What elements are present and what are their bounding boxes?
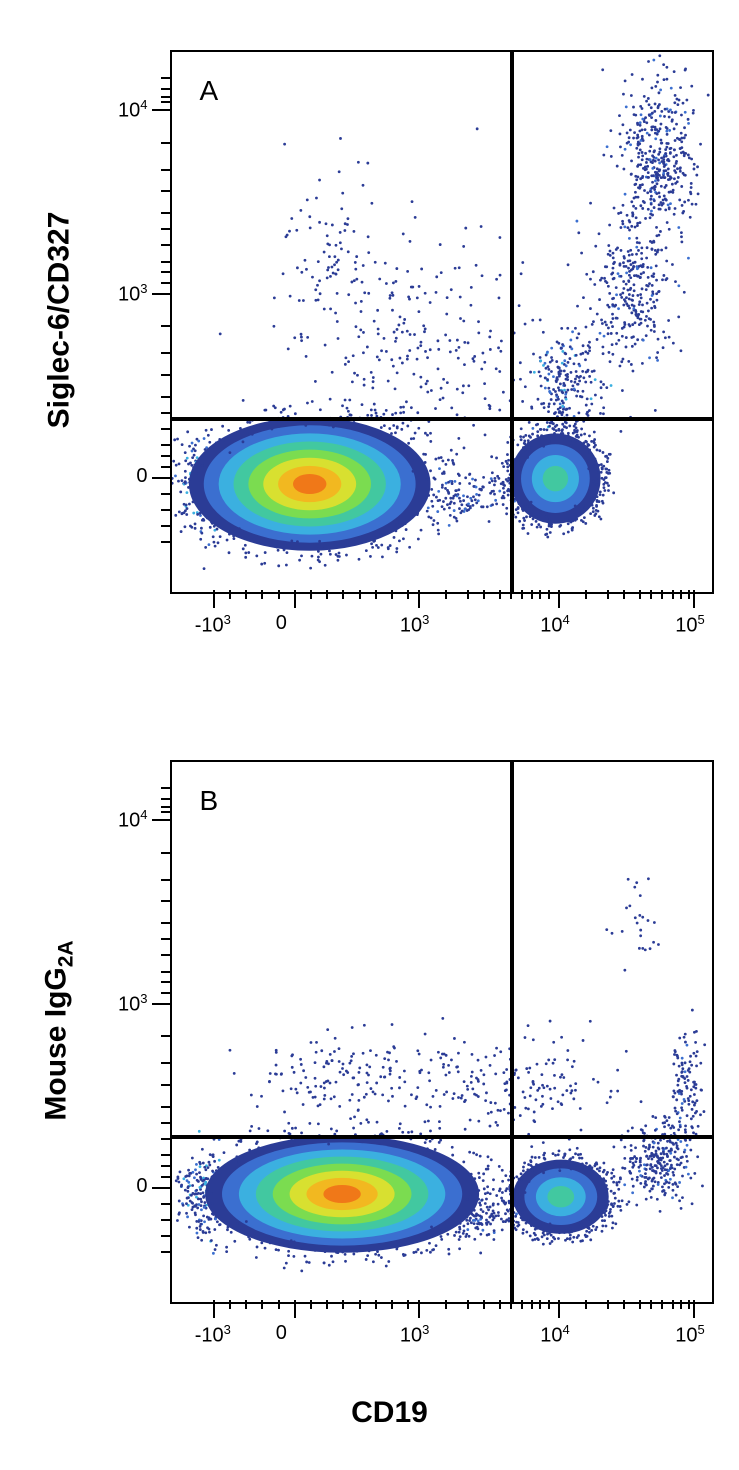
panel-b-quad-hline — [172, 1135, 712, 1139]
panel-b-quad-vline — [510, 762, 514, 1302]
panel-a-y-axis: Siglec-6/CD327 — [40, 20, 80, 620]
panel-a-y-ticks — [152, 50, 170, 590]
panel-b-y-label: Mouse IgG2A — [40, 940, 79, 1120]
panel-b-y-ticks — [152, 760, 170, 1300]
panel-b-x-ticks — [170, 1300, 710, 1318]
panel-b-plot — [170, 760, 714, 1304]
panel-b-svg — [172, 762, 712, 1302]
x-axis-label: CD19 — [40, 1396, 739, 1430]
panel-a-svg — [172, 52, 712, 592]
panel-b-letter: B — [200, 785, 219, 817]
panel-b: Mouse IgG2A B 0103104 -1030103104105 CD1… — [40, 730, 739, 1410]
panel-a-quad-vline — [510, 52, 514, 592]
panel-a-plot — [170, 50, 714, 594]
panel-a-x-ticks — [170, 590, 710, 608]
panel-a: Siglec-6/CD327 A 0103104 -1030103104105 — [40, 20, 739, 700]
panel-a-letter: A — [200, 75, 219, 107]
panel-a-y-label: Siglec-6/CD327 — [43, 212, 77, 429]
flow-cytometry-figure: Siglec-6/CD327 A 0103104 -1030103104105 … — [40, 20, 739, 1410]
panel-b-y-axis: Mouse IgG2A — [40, 730, 80, 1330]
panel-a-quad-hline — [172, 417, 712, 421]
